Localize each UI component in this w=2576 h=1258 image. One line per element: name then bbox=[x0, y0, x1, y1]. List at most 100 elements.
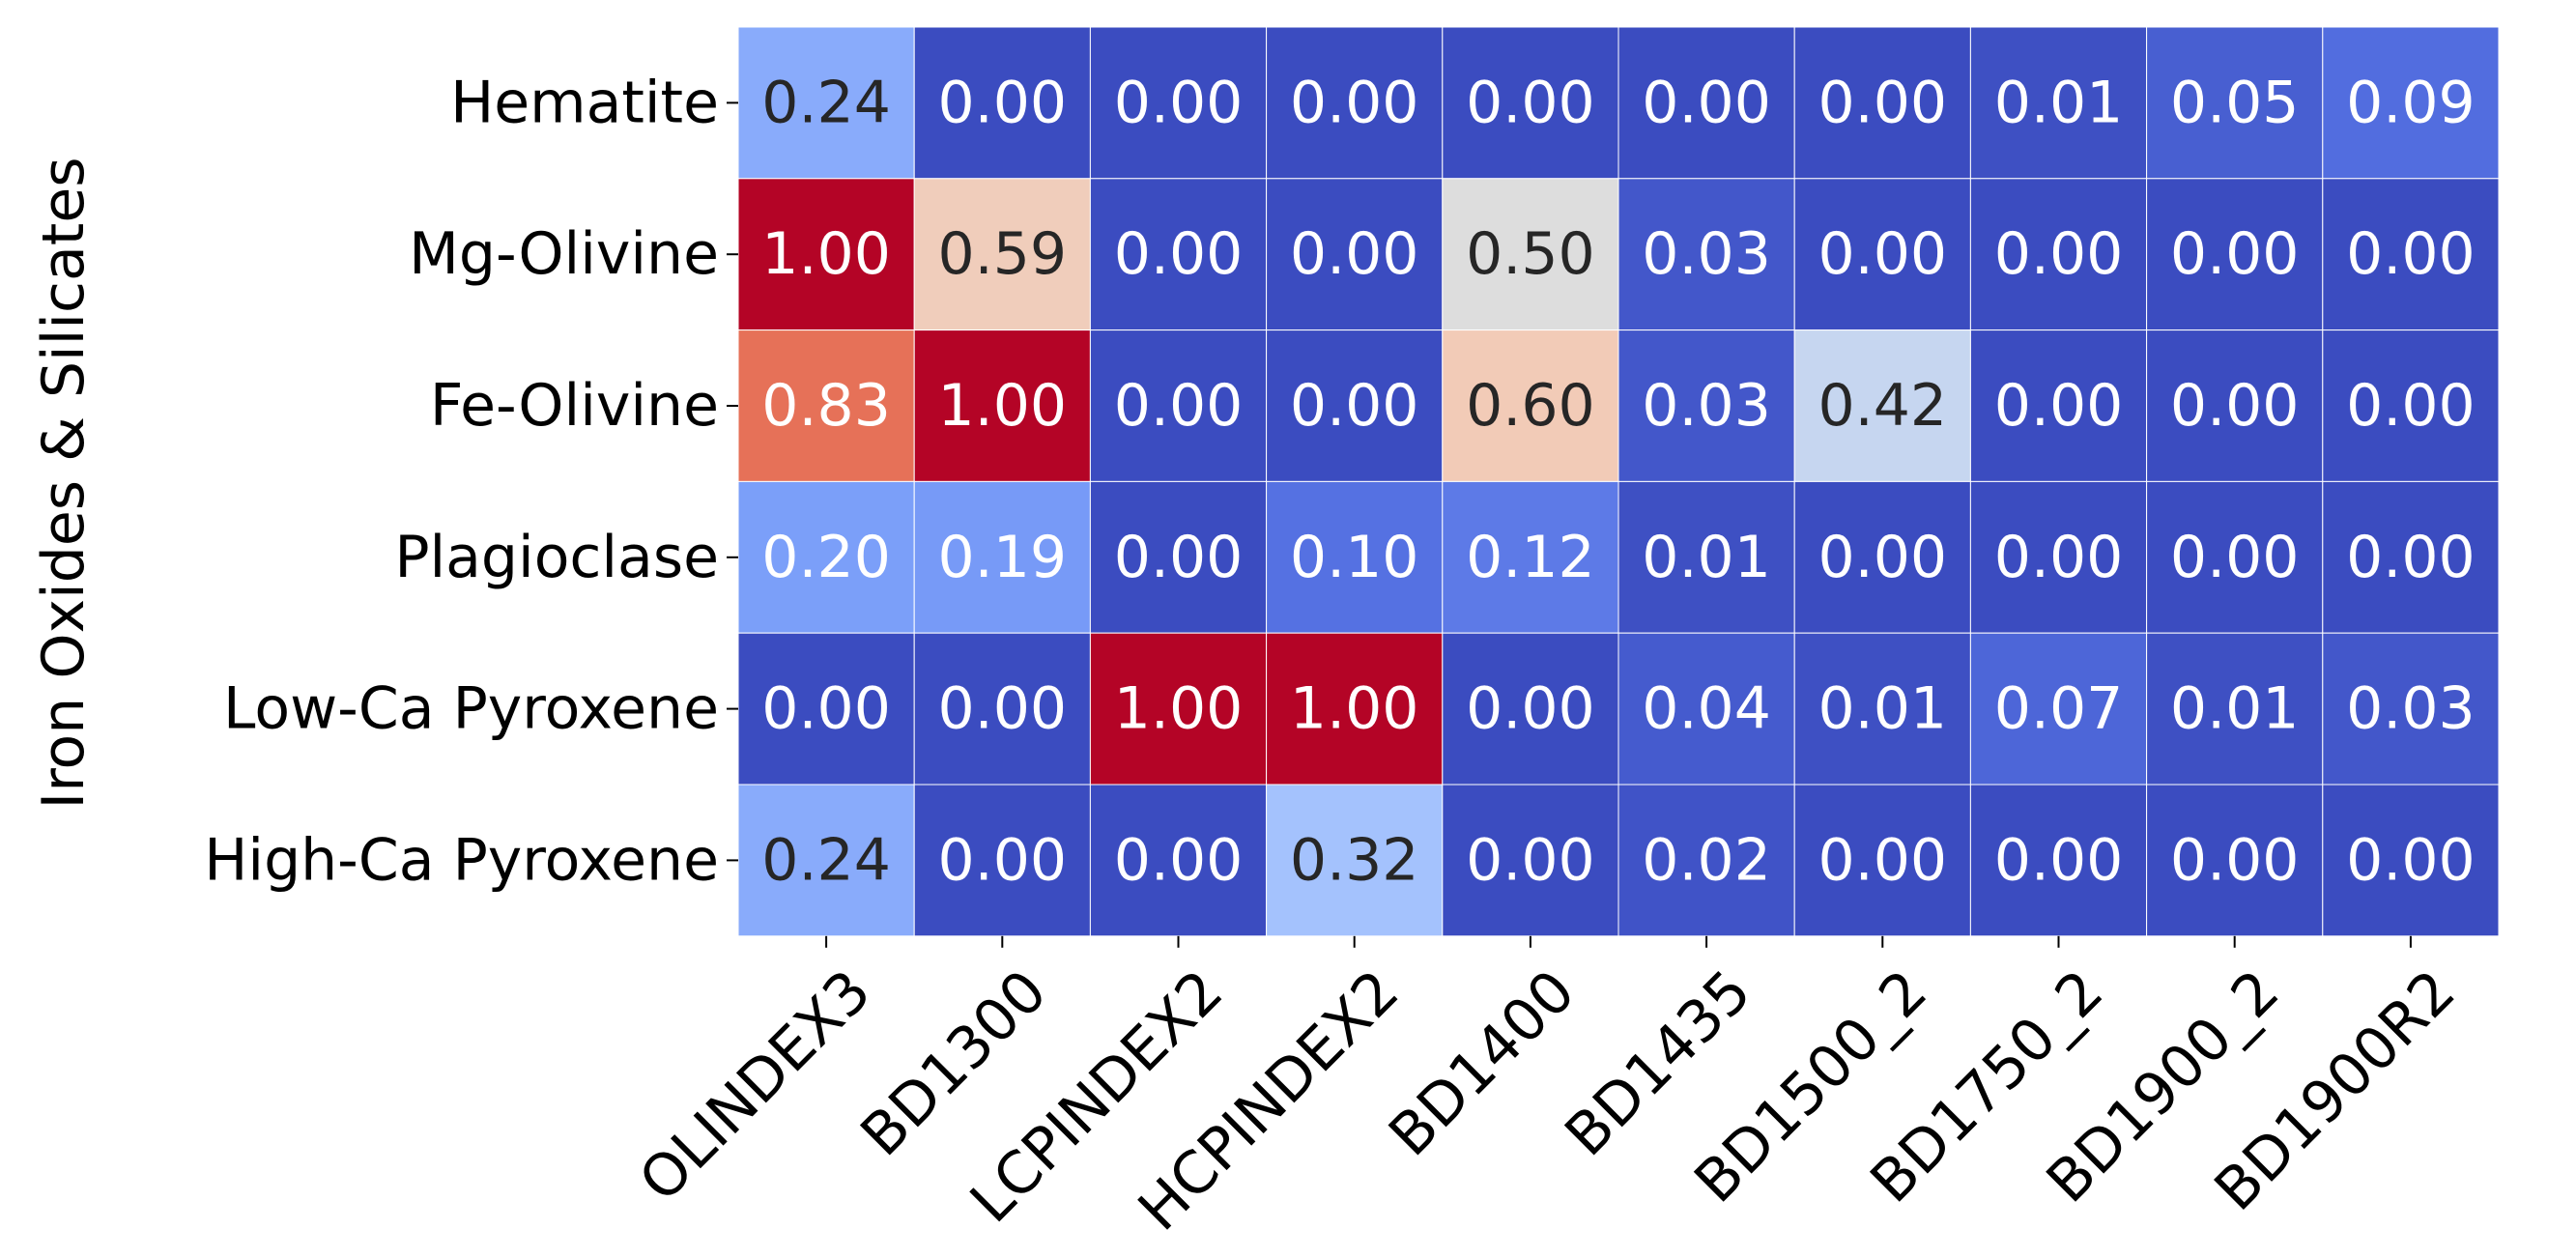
heatmap-cell bbox=[913, 632, 1091, 786]
cell-value-label: 0.01 bbox=[1642, 524, 1771, 591]
cell-value-label: 0.00 bbox=[1290, 372, 1419, 440]
cell-value-label: 0.00 bbox=[1114, 524, 1244, 591]
cell-value-label: 0.00 bbox=[2170, 220, 2300, 288]
cell-value-label: 0.00 bbox=[1994, 372, 2124, 440]
cell-value-label: 0.00 bbox=[1290, 220, 1419, 288]
cell-value-label: 0.01 bbox=[2170, 675, 2300, 743]
cell-value-label: 0.02 bbox=[1642, 826, 1771, 894]
cell-value-label: 0.12 bbox=[1466, 524, 1595, 591]
cell-value-label: 0.00 bbox=[2170, 826, 2300, 894]
cell-value-label: 0.00 bbox=[1466, 69, 1595, 136]
heatmap-cell bbox=[1969, 632, 2148, 786]
cell-value-label: 0.00 bbox=[1466, 826, 1595, 894]
cell-value-label: 0.00 bbox=[2346, 372, 2476, 440]
cell-value-label: 0.00 bbox=[1818, 826, 1948, 894]
cell-value-label: 1.00 bbox=[761, 220, 891, 288]
heatmap-cell bbox=[737, 329, 915, 482]
heatmap-cell bbox=[1793, 784, 1971, 937]
cell-value-label: 1.00 bbox=[1114, 675, 1244, 743]
y-tick-label: Low-Ca Pyroxene bbox=[223, 675, 719, 743]
heatmap-cell bbox=[1793, 632, 1971, 786]
heatmap-cell bbox=[2322, 178, 2500, 331]
x-axis: OLINDEX3BD1300LCPINDEX2HCPINDEX2BD1400BD… bbox=[627, 935, 2469, 1244]
cell-value-label: 0.10 bbox=[1290, 524, 1419, 591]
cell-value-label: 0.00 bbox=[1994, 524, 2124, 591]
cell-value-label: 0.42 bbox=[1818, 372, 1948, 440]
heatmap-cell bbox=[1617, 480, 1795, 634]
heatmap-cell bbox=[1089, 329, 1268, 482]
heatmap-cell bbox=[1266, 26, 1444, 180]
cell-value-label: 0.59 bbox=[938, 220, 1068, 288]
heatmap-cell bbox=[913, 26, 1091, 180]
heatmap-cell bbox=[1617, 632, 1795, 786]
cell-value-label: 0.00 bbox=[1818, 524, 1948, 591]
heatmap-cell bbox=[1442, 329, 1619, 482]
cell-value-label: 0.03 bbox=[1642, 372, 1771, 440]
cell-value-label: 0.01 bbox=[1818, 675, 1948, 743]
cell-value-label: 0.00 bbox=[1290, 69, 1419, 136]
heatmap-cell bbox=[1617, 784, 1795, 937]
cell-value-label: 0.32 bbox=[1290, 826, 1419, 894]
heatmap-cell bbox=[1266, 480, 1444, 634]
y-tick-label: Mg-Olivine bbox=[409, 220, 719, 288]
heatmap-cell bbox=[737, 480, 915, 634]
heatmap-cell bbox=[2146, 480, 2324, 634]
cell-value-label: 0.00 bbox=[2170, 372, 2300, 440]
cell-value-label: 0.50 bbox=[1466, 220, 1595, 288]
x-tick-label: BD1400 bbox=[1376, 958, 1588, 1169]
heatmap-cell bbox=[2146, 784, 2324, 937]
cell-value-label: 1.00 bbox=[938, 372, 1068, 440]
cell-value-label: 0.19 bbox=[938, 524, 1068, 591]
cell-value-label: 0.00 bbox=[2346, 826, 2476, 894]
cell-value-label: 0.00 bbox=[2170, 524, 2300, 591]
heatmap-cell bbox=[1793, 26, 1971, 180]
heatmap-cell bbox=[2322, 329, 2500, 482]
heatmap-cell bbox=[1617, 26, 1795, 180]
heatmap-cell bbox=[1266, 178, 1444, 331]
heatmap-cell bbox=[1442, 632, 1619, 786]
heatmap-cell bbox=[1442, 26, 1619, 180]
heatmap-cell bbox=[1442, 178, 1619, 331]
y-tick-label: High-Ca Pyroxene bbox=[204, 826, 719, 894]
cell-value-label: 0.00 bbox=[1466, 675, 1595, 743]
heatmap-cell bbox=[1089, 784, 1268, 937]
x-tick-label: OLINDEX3 bbox=[627, 958, 884, 1215]
cell-value-label: 0.00 bbox=[1114, 372, 1244, 440]
heatmap-cell bbox=[1969, 26, 2148, 180]
cell-value-label: 0.00 bbox=[1114, 69, 1244, 136]
y-tick-label: Fe-Olivine bbox=[430, 372, 719, 440]
heatmap-cell bbox=[1617, 178, 1795, 331]
cell-value-label: 0.03 bbox=[2346, 675, 2476, 743]
cell-value-label: 0.83 bbox=[761, 372, 891, 440]
heatmap-cell bbox=[2146, 632, 2324, 786]
heatmap-cell bbox=[1793, 178, 1971, 331]
cell-value-label: 0.24 bbox=[761, 69, 891, 136]
cell-value-label: 0.00 bbox=[2346, 220, 2476, 288]
cell-value-label: 0.20 bbox=[761, 524, 891, 591]
heatmap-cell bbox=[1089, 632, 1268, 786]
heatmap-cell bbox=[737, 26, 915, 180]
cell-value-label: 0.04 bbox=[1642, 675, 1771, 743]
cell-value-label: 1.00 bbox=[1290, 675, 1419, 743]
cell-value-label: 0.00 bbox=[1642, 69, 1771, 136]
cell-value-label: 0.24 bbox=[761, 826, 891, 894]
cell-value-label: 0.00 bbox=[761, 675, 891, 743]
heatmap-cell bbox=[2322, 480, 2500, 634]
heatmap-cell bbox=[913, 329, 1091, 482]
y-tick-label: Hematite bbox=[450, 69, 719, 136]
cell-value-label: 0.00 bbox=[938, 826, 1068, 894]
y-axis: Hematite Mg-Olivine Fe-Olivine Plagioclase L… bbox=[204, 69, 738, 894]
heatmap-cell bbox=[1442, 784, 1619, 937]
heatmap-cell bbox=[737, 784, 915, 937]
cell-value-label: 0.09 bbox=[2346, 69, 2476, 136]
heatmap-cell bbox=[1969, 178, 2148, 331]
heatmap-cell bbox=[2322, 26, 2500, 180]
heatmap-cell bbox=[1089, 178, 1268, 331]
heatmap-cell bbox=[2146, 329, 2324, 482]
heatmap-cell bbox=[1089, 26, 1268, 180]
cell-value-label: 0.00 bbox=[1818, 220, 1948, 288]
cell-value-label: 0.00 bbox=[1114, 220, 1244, 288]
cell-value-label: 0.00 bbox=[938, 675, 1068, 743]
cell-value-label: 0.01 bbox=[1994, 69, 2124, 136]
